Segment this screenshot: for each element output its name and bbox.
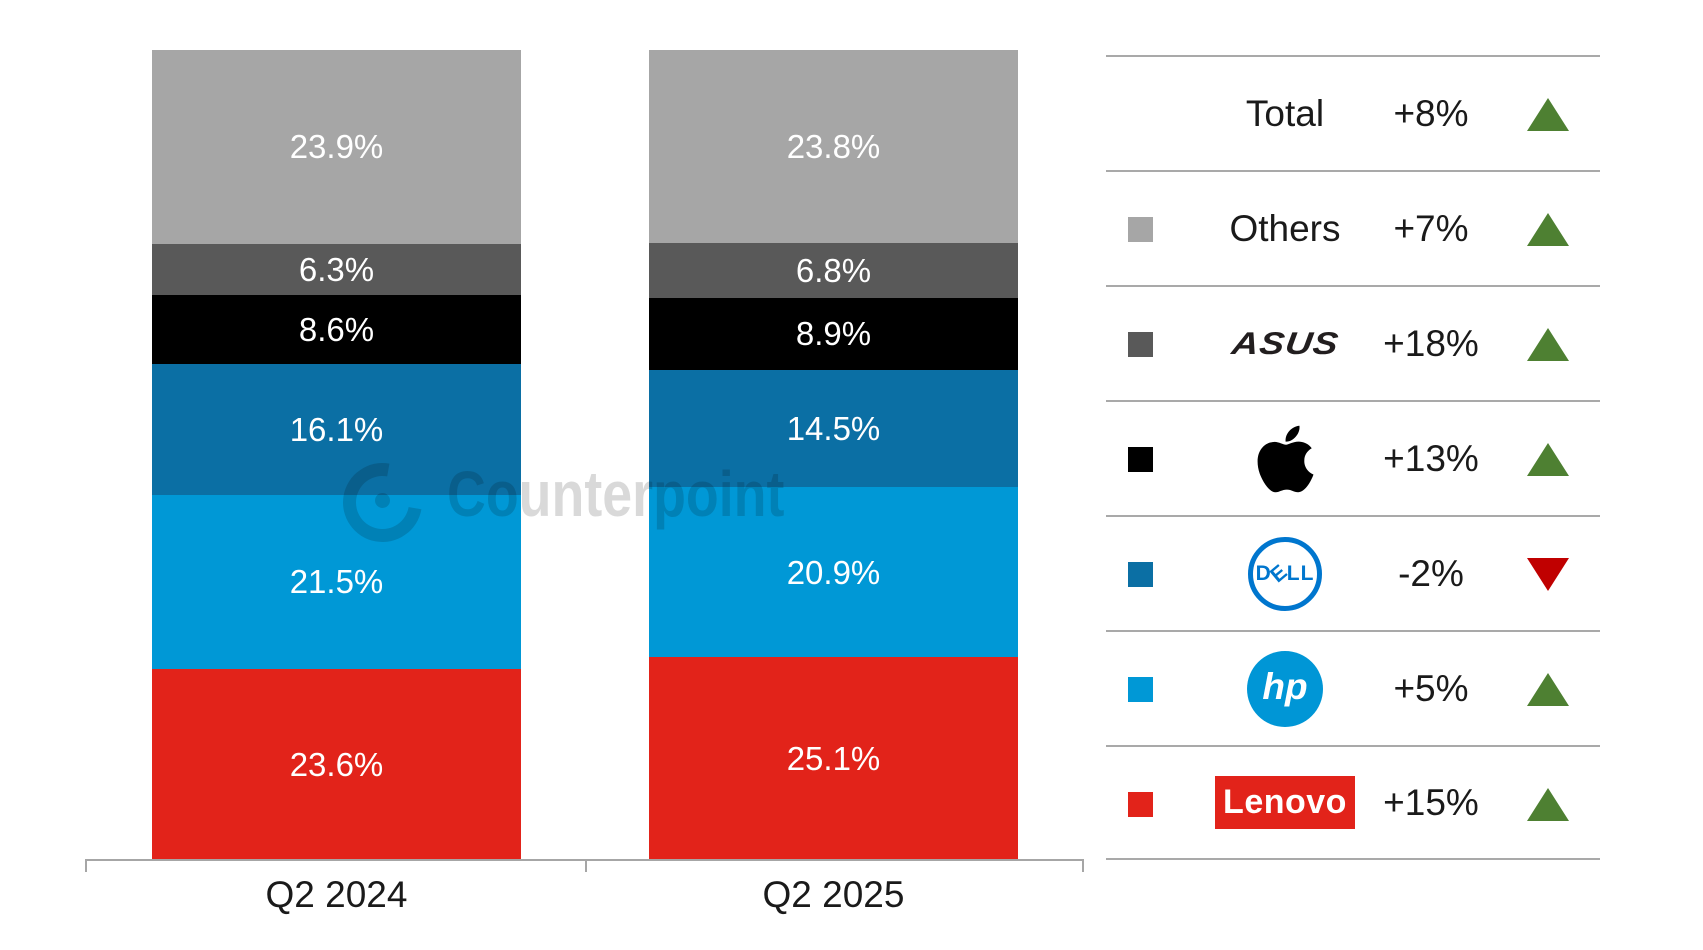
series-swatch [1128,217,1153,242]
legend-row-hp: hp +5% [1106,630,1600,745]
bar-segment-value-label: 23.6% [289,745,384,783]
dell-logo-letter: D [1255,561,1272,585]
bar-segment-value-label: 25.1% [786,739,881,777]
series-swatch [1128,792,1153,817]
x-axis-label-q2-2024: Q2 2024 [265,874,408,915]
bar-segment-others: 23.8% [649,50,1018,243]
up-triangle-icon [1527,328,1569,361]
bar-segment-lenovo: 23.6% [152,668,521,860]
series-swatch [1128,562,1153,587]
brand-label: Others [1229,207,1341,249]
change-value: -2% [1398,552,1464,594]
bar-segment-value-label: 8.6% [298,310,375,348]
x-axis-tick [585,859,587,872]
legend-row-total: Total +8% [1106,55,1600,170]
bar-segment-value-label: 23.9% [289,128,384,166]
stacked-bar-q2-2025: 23.8% 6.8% 8.9% 14.5% 20.9% 25.1% [649,50,1018,860]
series-swatch [1128,332,1153,357]
bar-segment-value-label: 6.3% [298,250,375,288]
bar-segment-value-label: 16.1% [289,410,384,448]
legend-row-dell: D E LL -2% [1106,515,1600,630]
change-value: +5% [1393,667,1469,709]
bar-segment-hp: 20.9% [649,487,1018,657]
stacked-bar-q2-2024: 23.9% 6.3% 8.6% 16.1% 21.5% 23.6% [152,50,521,860]
hp-logo-text: hp [1262,665,1308,707]
series-swatch [1128,447,1153,472]
change-value: +7% [1393,207,1469,249]
legend-row-others: Others +7% [1106,170,1600,285]
dell-logo-letters: LL [1286,561,1315,585]
legend-table: Total +8% Others +7% ASUS +18% [1106,55,1600,860]
lenovo-logo-text: Lenovo [1223,783,1347,821]
bar-segment-value-label: 14.5% [786,410,881,448]
series-swatch [1128,677,1153,702]
change-value: +18% [1383,322,1479,364]
counterpoint-logo-dot [375,493,390,508]
bar-segment-value-label: 8.9% [795,315,872,353]
x-axis-label-q2-2025: Q2 2025 [762,874,905,915]
lenovo-logo: Lenovo [1215,776,1355,829]
up-triangle-icon [1527,98,1569,131]
change-value: +8% [1393,92,1469,134]
bar-segment-dell: 16.1% [152,364,521,495]
x-axis-tick [85,859,87,872]
x-axis-line [85,859,1083,861]
bar-segment-hp: 21.5% [152,494,521,669]
bar-segment-dell: 14.5% [649,369,1018,488]
change-value: +13% [1383,437,1479,479]
up-triangle-icon [1527,213,1569,246]
apple-logo [1257,425,1313,492]
hp-logo: hp [1247,650,1323,727]
legend-row-lenovo: Lenovo +15% [1106,745,1600,860]
dell-logo: D E LL [1248,536,1322,611]
bar-segment-apple: 8.9% [649,297,1018,370]
bar-segment-asus: 6.8% [649,242,1018,298]
change-value: +15% [1383,781,1479,823]
x-axis-tick [1082,859,1084,872]
up-triangle-icon [1527,443,1569,476]
down-triangle-icon [1527,558,1569,591]
brand-label: Total [1245,92,1325,134]
bar-segment-value-label: 21.5% [289,563,384,601]
watermark-text: Counterpoint [447,458,785,530]
legend-row-asus: ASUS +18% [1106,285,1600,400]
bar-segment-value-label: 23.8% [786,127,881,165]
bar-segment-asus: 6.3% [152,243,521,295]
bar-segment-others: 23.9% [152,50,521,244]
bar-segment-apple: 8.6% [152,294,521,365]
bar-segment-lenovo: 25.1% [649,656,1018,860]
up-triangle-icon [1527,788,1569,821]
bar-segment-value-label: 20.9% [786,553,881,591]
asus-logo: ASUS [1229,325,1341,361]
up-triangle-icon [1527,673,1569,706]
legend-row-apple: +13% [1106,400,1600,515]
bar-segment-value-label: 6.8% [795,251,872,289]
